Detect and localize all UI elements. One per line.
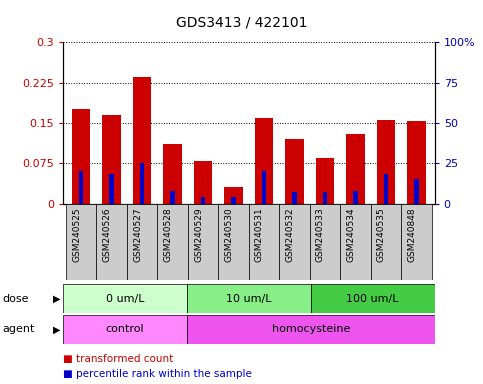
Bar: [102, 115, 121, 204]
Text: GSM240528: GSM240528: [164, 207, 172, 262]
Bar: [157, 204, 188, 280]
Bar: [255, 118, 273, 204]
Bar: [225, 187, 242, 204]
Text: 100 um/L: 100 um/L: [346, 293, 399, 304]
Bar: [311, 284, 435, 313]
Bar: [63, 284, 187, 313]
Bar: [140, 163, 144, 204]
Bar: [310, 204, 340, 280]
Bar: [353, 190, 358, 204]
Bar: [187, 284, 311, 313]
Text: GSM240533: GSM240533: [316, 207, 325, 262]
Text: GSM240525: GSM240525: [72, 207, 81, 262]
Text: 0 um/L: 0 um/L: [105, 293, 144, 304]
Bar: [170, 190, 175, 204]
Text: 10 um/L: 10 um/L: [226, 293, 271, 304]
Text: GSM240526: GSM240526: [102, 207, 112, 262]
Bar: [163, 144, 182, 204]
Bar: [285, 139, 304, 204]
Bar: [127, 204, 157, 280]
Text: GSM240848: GSM240848: [407, 207, 416, 262]
Bar: [323, 192, 327, 204]
Bar: [63, 315, 187, 344]
Bar: [194, 161, 212, 204]
Bar: [218, 204, 249, 280]
Bar: [188, 204, 218, 280]
Bar: [79, 171, 84, 204]
Text: GSM240527: GSM240527: [133, 207, 142, 262]
Bar: [96, 204, 127, 280]
Bar: [370, 204, 401, 280]
Text: GDS3413 / 422101: GDS3413 / 422101: [176, 15, 307, 29]
Bar: [201, 197, 205, 204]
Text: homocysteine: homocysteine: [271, 324, 350, 334]
Bar: [66, 204, 96, 280]
Bar: [187, 315, 435, 344]
Bar: [414, 179, 419, 204]
Bar: [340, 204, 370, 280]
Text: GSM240529: GSM240529: [194, 207, 203, 262]
Text: GSM240534: GSM240534: [346, 207, 355, 262]
Bar: [377, 120, 395, 204]
Bar: [292, 192, 297, 204]
Bar: [316, 158, 334, 204]
Text: ▶: ▶: [53, 324, 60, 334]
Text: agent: agent: [2, 324, 35, 334]
Bar: [133, 77, 151, 204]
Text: ■ transformed count: ■ transformed count: [63, 354, 173, 364]
Bar: [262, 171, 266, 204]
Bar: [231, 197, 236, 204]
Bar: [407, 121, 426, 204]
Bar: [401, 204, 432, 280]
Bar: [109, 174, 114, 204]
Text: ■ percentile rank within the sample: ■ percentile rank within the sample: [63, 369, 252, 379]
Text: ▶: ▶: [53, 293, 60, 304]
Bar: [249, 204, 279, 280]
Text: GSM240530: GSM240530: [225, 207, 233, 262]
Text: control: control: [105, 324, 144, 334]
Bar: [346, 134, 365, 204]
Text: dose: dose: [2, 293, 29, 304]
Text: GSM240532: GSM240532: [285, 207, 295, 262]
Bar: [384, 174, 388, 204]
Text: GSM240535: GSM240535: [377, 207, 386, 262]
Bar: [72, 109, 90, 204]
Bar: [279, 204, 310, 280]
Text: GSM240531: GSM240531: [255, 207, 264, 262]
